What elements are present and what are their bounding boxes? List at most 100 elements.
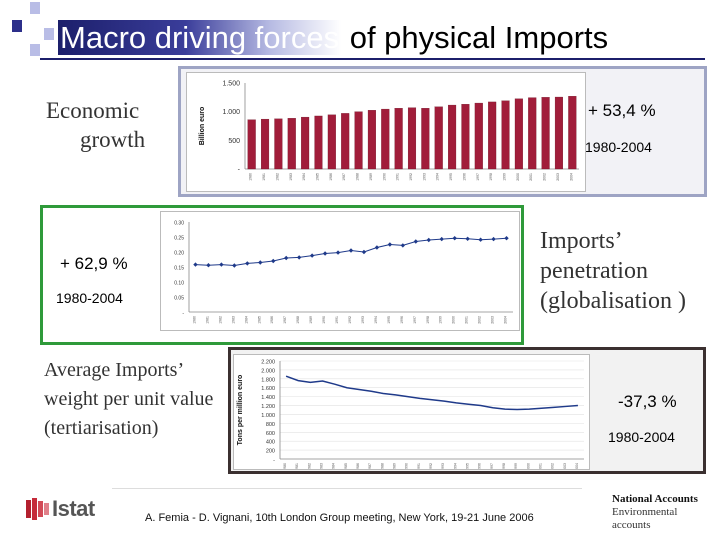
x-tick-label: 1990 [322, 316, 326, 324]
x-tick-label: 1987 [342, 173, 346, 181]
y-axis-label: Tons per million euro [237, 375, 244, 446]
penetration-label: Imports’ penetration (globalisation ) [540, 228, 686, 314]
x-tick-label: 1985 [344, 463, 348, 469]
x-tick-label: 1995 [449, 173, 453, 181]
deco-square-2 [30, 2, 40, 14]
y-tick-label: 2.200 [261, 360, 275, 366]
x-tick-label: 2001 [538, 463, 542, 469]
title-rest: of physical Imports [341, 20, 609, 55]
bar [327, 114, 336, 170]
x-tick-label: 1981 [205, 316, 209, 324]
x-tick-label: 1983 [320, 463, 324, 469]
y-tick-label: 0.15 [174, 266, 184, 272]
data-point [335, 250, 341, 255]
x-tick-label: 1993 [441, 463, 445, 469]
penetration-chart-box: - 0.05 0.10 0.15 0.20 0.25 0.30 1980 1981 1982 198… [160, 211, 520, 331]
data-point [232, 263, 237, 268]
istat-logo [26, 498, 116, 529]
data-point [439, 236, 444, 242]
economic-growth-label: Economic growth [46, 96, 176, 154]
bar [274, 118, 283, 170]
data-point [309, 253, 315, 258]
x-tick-label: 1989 [309, 316, 313, 324]
title-highlight: Macro driving forces [58, 20, 342, 55]
x-tick-label: 1998 [502, 463, 506, 469]
y-tick-label: 0.30 [174, 221, 184, 227]
x-tick-label: 1987 [283, 316, 287, 324]
x-tick-label: 1992 [409, 173, 413, 181]
x-tick-label: 1985 [257, 316, 261, 324]
x-tick-label: 1998 [426, 316, 430, 324]
x-tick-label: 1997 [476, 173, 480, 181]
x-tick-label: 1999 [503, 173, 507, 181]
x-tick-label: 2002 [551, 463, 555, 469]
data-point [413, 239, 418, 244]
data-point [193, 262, 198, 267]
bar [367, 110, 376, 170]
x-tick-label: 1993 [361, 316, 365, 324]
page-title: Macro driving forces of physical Imports [58, 18, 708, 58]
series-line [285, 375, 578, 411]
data-point [426, 237, 431, 243]
x-tick-label: 1980 [283, 463, 287, 469]
y-tick-label: 2.000 [261, 368, 275, 374]
x-tick-label: 2003 [563, 463, 567, 469]
x-tick-label: 1981 [262, 173, 266, 181]
y-tick-label: 500 [228, 138, 240, 145]
bar [568, 96, 577, 170]
bar [287, 118, 296, 170]
x-tick-label: 1994 [374, 316, 378, 324]
x-tick-label: 1996 [478, 463, 482, 469]
y-tick-label: 0.20 [174, 251, 184, 257]
corner-sub1: Environmental [612, 506, 678, 518]
data-point [219, 262, 224, 267]
x-tick-label: 1982 [307, 463, 311, 469]
x-tick-label: 1984 [244, 316, 248, 324]
footer-citation: A. Femia - D. Vignani, 10th London Group… [145, 512, 534, 524]
data-point [284, 255, 289, 261]
bar [461, 104, 470, 170]
bar [407, 107, 417, 170]
x-tick-label: 1995 [465, 463, 469, 469]
x-tick-label: 2002 [543, 173, 547, 181]
istat-logo-mark [26, 498, 49, 520]
istat-logo-text: Istat [52, 496, 95, 521]
x-tick-label: 1986 [329, 173, 333, 181]
deco-square-3 [44, 28, 54, 40]
data-point [348, 248, 354, 253]
data-point [206, 263, 211, 268]
x-tick-label: 1992 [429, 463, 433, 469]
x-tick-label: 1994 [436, 173, 440, 181]
bar [528, 97, 537, 170]
x-tick-label: 1985 [315, 173, 319, 181]
x-tick-label: 1997 [490, 463, 494, 469]
footer-rule [112, 488, 582, 489]
economic-period: 1980-2004 [585, 139, 652, 155]
x-tick-label: 1999 [439, 316, 443, 324]
x-tick-label: 1999 [514, 463, 518, 469]
y-tick-label: 0.10 [174, 281, 184, 287]
x-tick-label: 1980 [192, 316, 196, 324]
data-point [504, 236, 509, 241]
title-underline [40, 58, 705, 60]
x-tick-label: 2004 [569, 173, 573, 181]
x-tick-label: 2003 [556, 173, 560, 181]
data-point [478, 237, 483, 242]
x-tick-label: 1996 [400, 316, 404, 324]
x-tick-label: 1988 [380, 463, 384, 469]
x-tick-label: 1989 [393, 463, 397, 469]
x-tick-label: 1998 [489, 173, 493, 181]
x-tick-label: 2000 [452, 316, 456, 324]
x-tick-label: 1981 [295, 463, 299, 469]
penetration-frame [40, 205, 524, 345]
x-tick-label: 1984 [302, 173, 306, 181]
economic-label-line2: growth [80, 127, 146, 152]
economic-label-line1: Economic [46, 98, 140, 123]
deco-square-4 [30, 44, 40, 56]
penetration-period: 1980-2004 [56, 290, 123, 306]
x-tick-label: 2000 [526, 463, 530, 469]
y-tick-label: 1.000 [261, 413, 275, 419]
bar [554, 96, 563, 170]
data-point [465, 236, 470, 241]
x-tick-label: 2000 [516, 173, 520, 181]
